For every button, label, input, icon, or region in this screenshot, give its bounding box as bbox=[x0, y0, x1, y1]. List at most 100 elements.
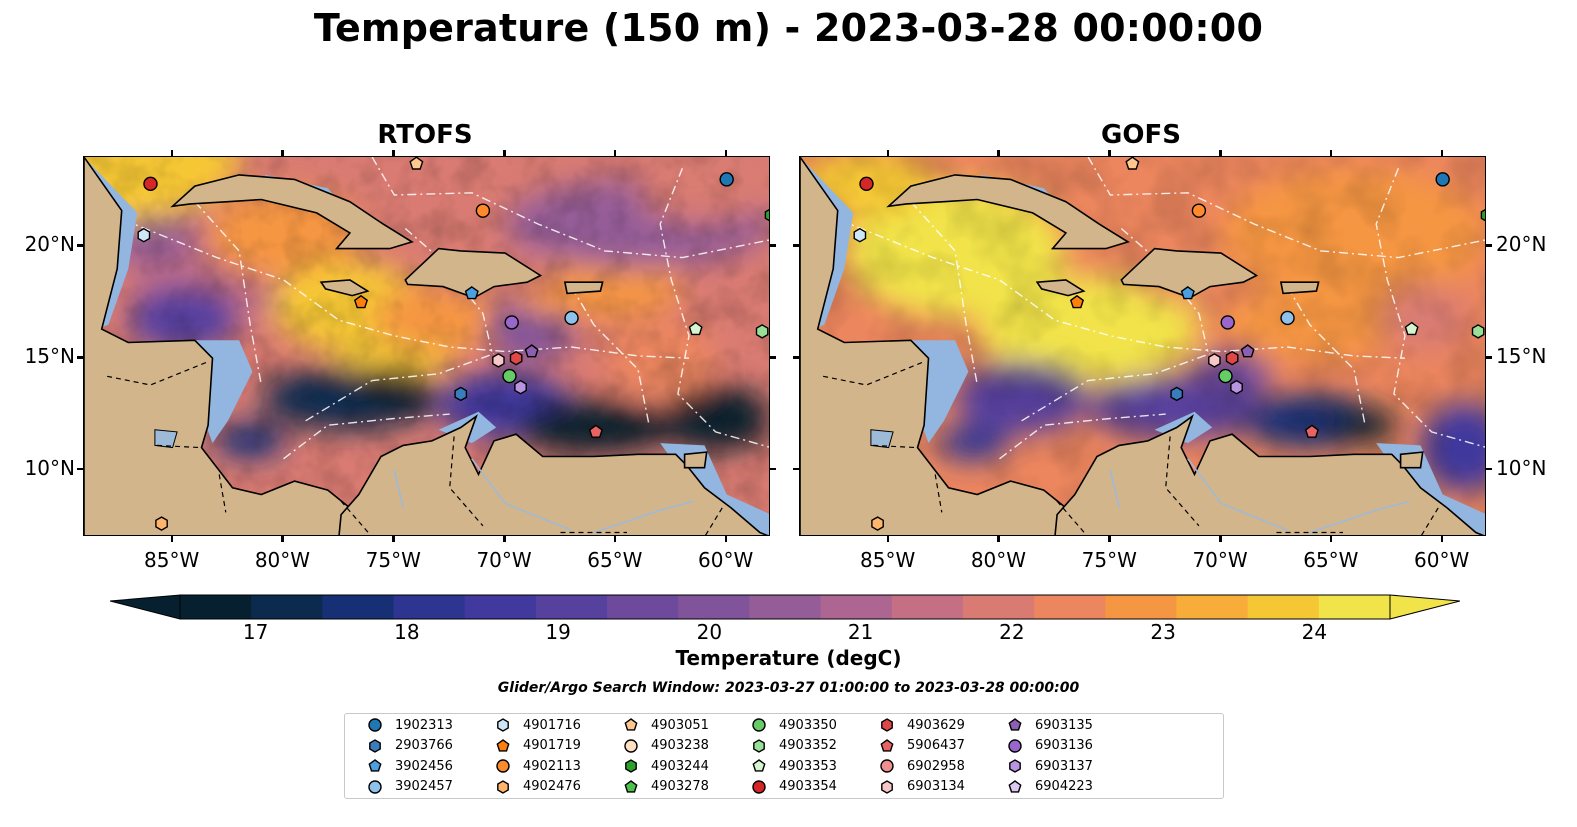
legend: 1902313 2903766 3902456 3902457 4901716 49017… bbox=[344, 713, 1224, 799]
lon-tick-mark bbox=[503, 536, 506, 542]
float-marker-4903244 bbox=[764, 208, 769, 222]
legend-label: 4902476 bbox=[523, 779, 581, 794]
legend-item-4903350: 4903350 bbox=[749, 715, 837, 735]
legend-item-3902457: 3902457 bbox=[365, 777, 453, 797]
legend-label: 6903136 bbox=[1035, 738, 1093, 753]
panel-title-rtofs: RTOFS bbox=[377, 120, 473, 150]
colorbar-segment bbox=[962, 595, 1035, 619]
legend-marker-circle-icon bbox=[752, 718, 766, 732]
legend-marker-pentagon-icon bbox=[368, 759, 382, 772]
legend-label: 4901719 bbox=[523, 738, 581, 753]
float-marker-6903136 bbox=[1220, 315, 1235, 330]
lon-tick-label: 75°W bbox=[365, 548, 421, 572]
float-marker-4903352 bbox=[1471, 324, 1485, 339]
legend-marker-shape bbox=[880, 738, 894, 752]
float-marker-3902456 bbox=[1180, 286, 1195, 300]
lon-tick-label: 80°W bbox=[970, 548, 1027, 572]
legend-marker-shape bbox=[368, 759, 382, 772]
lon-tick-mark bbox=[886, 536, 890, 542]
colorbar-extend-high bbox=[1389, 594, 1460, 620]
colorbar-segment bbox=[393, 595, 466, 619]
legend-label: 1902313 bbox=[395, 717, 453, 733]
float-marker-6903137 bbox=[514, 379, 527, 395]
lat-tick-mark bbox=[793, 356, 799, 359]
float-marker-6903134 bbox=[1208, 353, 1221, 368]
legend-item-4901716: 4901716 bbox=[493, 715, 581, 735]
float-marker-3902457 bbox=[564, 310, 579, 326]
lon-tick-mark bbox=[1440, 536, 1444, 542]
lat-tick-mark bbox=[77, 467, 83, 471]
colorbar-segment bbox=[464, 595, 537, 619]
legend-item-4902476: 4902476 bbox=[493, 777, 581, 797]
colorbar-segment bbox=[891, 595, 964, 619]
legend-marker-hexagon-icon bbox=[369, 738, 381, 753]
legend-marker-hexagon-icon bbox=[497, 779, 509, 794]
legend-item-4903051: 4903051 bbox=[621, 715, 709, 735]
legend-marker-pentagon-icon bbox=[624, 779, 638, 793]
legend-marker-shape bbox=[369, 738, 381, 753]
legend-marker-hexagon-icon bbox=[881, 718, 893, 732]
lon-tick-label: 70°W bbox=[476, 548, 532, 572]
float-marker-4901716 bbox=[853, 227, 867, 243]
legend-label: 4903629 bbox=[907, 717, 965, 733]
lat-tick-label: 15°N bbox=[24, 344, 75, 369]
lat-tick-mark bbox=[1486, 467, 1492, 471]
legend-item-1902313: 1902313 bbox=[365, 715, 453, 735]
lon-tick-mark bbox=[1219, 536, 1222, 542]
legend-label: 2903766 bbox=[395, 738, 453, 753]
float-marker-6903135 bbox=[524, 344, 539, 358]
legend-marker-shape bbox=[497, 718, 509, 732]
colorbar-tick-label: 18 bbox=[394, 620, 420, 644]
legend-marker-hexagon-icon bbox=[497, 718, 509, 732]
map-svg-gofs bbox=[800, 157, 1485, 535]
map-svg-rtofs bbox=[84, 157, 769, 535]
legend-item-6904223: 6904223 bbox=[1005, 777, 1093, 797]
legend-marker-pentagon-icon bbox=[624, 718, 638, 731]
lat-tick-mark bbox=[77, 356, 83, 359]
legend-item-6903134: 6903134 bbox=[877, 777, 965, 797]
legend-marker-circle-icon bbox=[1008, 738, 1022, 753]
legend-marker-shape bbox=[752, 759, 766, 772]
legend-item-4903244: 4903244 bbox=[621, 756, 709, 776]
float-marker-4902113 bbox=[1191, 203, 1207, 218]
legend-label: 5906437 bbox=[907, 738, 965, 753]
float-marker-5906437 bbox=[1304, 424, 1319, 438]
colorbar-tick-label: 23 bbox=[1150, 620, 1176, 644]
legend-marker-shape bbox=[881, 779, 893, 794]
lon-tick-mark bbox=[1108, 536, 1111, 542]
legend-marker-shape bbox=[625, 759, 637, 773]
legend-marker-shape bbox=[624, 779, 638, 793]
legend-item-4903278: 4903278 bbox=[621, 777, 709, 797]
lon-tick-label: 60°W bbox=[1414, 548, 1470, 572]
lon-tick-mark bbox=[724, 536, 728, 542]
legend-item-5906437: 5906437 bbox=[877, 736, 965, 756]
lon-tick-label: 85°W bbox=[860, 548, 916, 572]
colorbar-tick-label: 21 bbox=[847, 620, 874, 644]
lon-tick-mark bbox=[886, 150, 890, 156]
legend-marker-shape bbox=[496, 738, 510, 752]
lon-tick-mark bbox=[1108, 150, 1111, 156]
legend-marker-circle-icon bbox=[624, 738, 638, 753]
legend-label: 3902457 bbox=[395, 779, 453, 794]
lon-tick-mark bbox=[1329, 150, 1333, 156]
legend-label: 6902958 bbox=[907, 758, 965, 774]
colorbar-segment bbox=[607, 595, 679, 619]
float-marker-4901719 bbox=[353, 294, 369, 309]
float-marker-3902457 bbox=[1280, 310, 1295, 326]
colorbar-segment bbox=[749, 595, 822, 619]
lat-tick-label: 10°N bbox=[1496, 455, 1547, 480]
page-title: Temperature (150 m) - 2023-03-28 00:00:0… bbox=[313, 6, 1264, 50]
colorbar bbox=[110, 594, 1460, 620]
float-marker-4902113 bbox=[475, 203, 491, 218]
lon-tick-mark bbox=[724, 150, 728, 156]
lat-tick-label: 15°N bbox=[1496, 344, 1547, 369]
legend-label: 6904223 bbox=[1035, 779, 1093, 794]
legend-marker-shape bbox=[496, 759, 510, 773]
float-marker-6903136 bbox=[504, 315, 519, 330]
legend-label: 6903135 bbox=[1035, 717, 1093, 733]
map-panel-gofs bbox=[799, 156, 1486, 536]
lat-tick-mark bbox=[793, 244, 799, 247]
float-marker-4903352 bbox=[755, 324, 769, 339]
legend-item-6903136: 6903136 bbox=[1005, 736, 1093, 756]
lon-tick-mark bbox=[392, 150, 395, 156]
